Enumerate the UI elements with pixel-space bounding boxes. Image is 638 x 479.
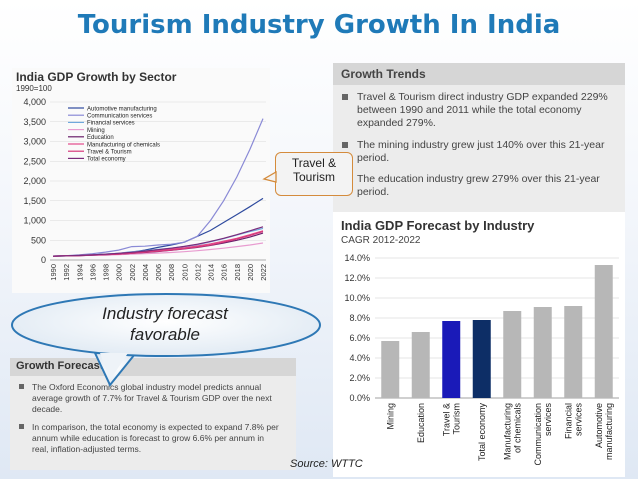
category-label: Financial <box>563 403 573 439</box>
bar-chart-subtitle: CAGR 2012-2022 <box>341 235 421 246</box>
y-tick-label: 2,000 <box>23 176 46 186</box>
legend-label: Financial services <box>87 121 135 127</box>
x-tick-label: 1992 <box>62 264 71 281</box>
source-note: Source: WTTC <box>290 458 363 470</box>
y-tick-label: 10.0% <box>344 293 370 303</box>
y-tick-label: 4.0% <box>349 353 370 363</box>
category-label: Mining <box>385 403 395 430</box>
y-tick-label: 1,500 <box>23 196 46 206</box>
y-tick-label: 2,500 <box>23 156 46 166</box>
y-tick-label: 3,500 <box>23 117 46 127</box>
line-chart-panel: India GDP Growth by Sector 1990=100 0 500… <box>12 68 270 293</box>
x-tick-label: 2018 <box>233 264 242 281</box>
callout-line-2: Tourism <box>292 170 335 184</box>
y-tick-label: 14.0% <box>344 253 370 263</box>
bullet-square-icon <box>342 142 348 148</box>
bar <box>472 320 491 398</box>
bar <box>442 321 461 398</box>
x-tick-label: 1994 <box>75 264 84 281</box>
legend-label: Communication services <box>87 114 152 120</box>
callout-pointer <box>262 170 277 183</box>
growth-forecasts-title: Growth Forecasts <box>16 360 110 372</box>
growth-trends-title: Growth Trends <box>341 67 426 81</box>
bar <box>564 306 583 398</box>
y-tick-label: 500 <box>31 235 46 245</box>
trend-bullet-1: Travel & Tourism direct industry GDP exp… <box>342 91 608 130</box>
legend-label: Total economy <box>87 157 126 163</box>
y-tick-label: 3,000 <box>23 137 46 147</box>
growth-trends-header: Growth Trends <box>333 63 625 85</box>
forecast-oval-text: Industry forecast favorable <box>102 304 228 344</box>
x-tick-label: 2010 <box>180 264 189 281</box>
y-tick-label: 0 <box>41 255 46 265</box>
category-label: Manufacturing <box>502 403 512 460</box>
category-label: Tourism <box>451 403 461 435</box>
y-tick-label: 0.0% <box>349 393 370 403</box>
bar <box>503 311 522 398</box>
category-label: Automotive <box>594 403 604 448</box>
callout-line-1: Travel & <box>291 156 337 170</box>
bar <box>594 265 613 398</box>
category-label: services <box>543 403 553 437</box>
category-label: Communication <box>533 403 543 466</box>
line-chart-subtitle: 1990=100 <box>16 84 52 93</box>
trend-bullet-3: The education industry grew 279% over th… <box>342 173 600 199</box>
x-tick-label: 2006 <box>154 264 163 281</box>
x-tick-label: 1996 <box>88 264 97 281</box>
x-tick-label: 2002 <box>128 264 137 281</box>
category-label: of chemicals <box>512 403 522 454</box>
legend-label: Manufacturing of chemicals <box>87 142 160 148</box>
x-tick-label: 1998 <box>102 264 111 281</box>
bar-chart: 0.0% 2.0% 4.0% 6.0% 8.0% 10.0% 12.0% 14.0% Minin… <box>344 253 619 466</box>
bar-chart-title: India GDP Forecast by Industry <box>341 218 535 233</box>
bullet-square-icon <box>342 94 348 100</box>
series-line <box>52 231 264 257</box>
legend-label: Mining <box>87 128 105 134</box>
y-tick-label: 4,000 <box>23 97 46 107</box>
y-tick-label: 12.0% <box>344 273 370 283</box>
legend-label: Education <box>87 135 114 141</box>
category-label: Travel & <box>441 403 451 436</box>
category-label: Education <box>416 403 426 443</box>
growth-forecasts-box: Growth Forecasts The Oxford Economics gl… <box>10 358 296 470</box>
category-label: services <box>573 403 583 437</box>
x-tick-label: 2008 <box>167 264 176 281</box>
y-tick-label: 2.0% <box>349 373 370 383</box>
category-label: Total economy <box>477 403 487 462</box>
forecast-oval-callout <box>11 293 321 387</box>
x-tick-label: 2014 <box>207 264 216 281</box>
forecast-bullet-2: In comparison, the total economy is expe… <box>19 422 279 455</box>
series-line <box>52 118 264 257</box>
x-tick-label: 2012 <box>193 264 202 281</box>
bar <box>411 332 430 398</box>
category-label: manufacturing <box>604 403 614 460</box>
trend-bullet-2: The mining industry grew just 140% over … <box>342 139 604 165</box>
legend-label: Travel & Tourism <box>87 150 132 156</box>
growth-trends-box: Growth Trends Travel & Tourism direct in… <box>333 63 625 213</box>
x-tick-label: 2022 <box>259 264 268 281</box>
y-tick-label: 6.0% <box>349 333 370 343</box>
x-tick-label: 2020 <box>246 264 255 281</box>
x-tick-label: 1990 <box>49 264 58 281</box>
x-tick-label: 2016 <box>220 264 229 281</box>
bullet-square-icon <box>19 384 24 389</box>
legend-label: Automotive manufacturing <box>87 106 157 112</box>
travel-tourism-callout: Travel & Tourism <box>275 152 353 196</box>
y-tick-label: 8.0% <box>349 313 370 323</box>
bar <box>533 307 552 398</box>
bar-chart-panel: India GDP Forecast by Industry CAGR 2012… <box>333 212 625 477</box>
line-chart-title: India GDP Growth by Sector <box>16 70 177 84</box>
x-tick-label: 2004 <box>141 264 150 281</box>
bar <box>381 341 400 398</box>
y-tick-label: 1,000 <box>23 216 46 226</box>
series-line <box>52 226 264 257</box>
series-line <box>52 230 264 257</box>
x-tick-label: 2000 <box>115 264 124 281</box>
line-chart: 0 500 1,000 1,500 2,000 2,500 3,000 3,500 4,000 1… <box>23 97 268 281</box>
forecast-bullet-1: The Oxford Economics global industry mod… <box>19 382 272 415</box>
slide-title: Tourism Industry Growth In India <box>77 10 561 40</box>
bullet-square-icon <box>19 424 24 429</box>
growth-forecasts-header: Growth Forecasts <box>10 358 296 376</box>
